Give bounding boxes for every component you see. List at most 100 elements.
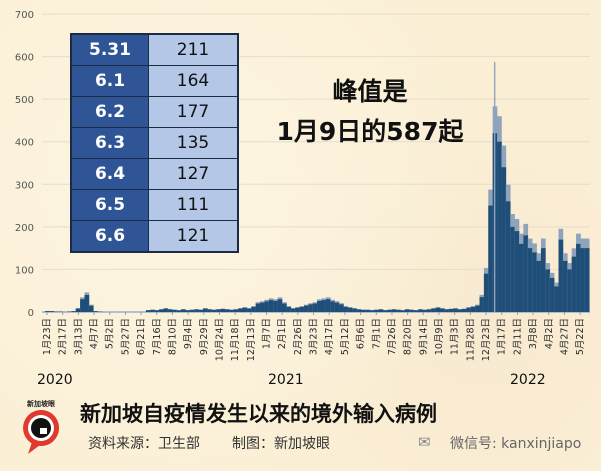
data-bar [466,307,472,312]
data-bar [475,305,480,312]
data-bar [488,205,493,312]
table-value: 111 [148,189,239,221]
data-bar [325,299,331,312]
x-tick-label: 6月21日 [136,318,147,355]
y-tick-label: 300 [15,180,34,191]
data-bar [295,307,300,312]
data-bar [75,308,81,312]
data-bar [396,309,401,312]
data-bar [176,310,182,312]
x-tick-label: 7月26日 [387,318,398,355]
data-bar [334,302,340,312]
x-tick-label: 7月1日 [371,318,382,349]
data-bar [479,297,485,312]
table-row: 6.5 111 [70,189,239,221]
data-bar [549,277,555,312]
year-label-2021: 2021 [268,372,304,388]
table-value: 177 [148,96,239,128]
data-bar-peak [493,62,496,312]
made-by-label: 制图：新加坡眼 [232,436,330,452]
data-bar [312,303,318,312]
x-tick-label: 6月6日 [356,318,367,349]
data-bar [483,273,489,312]
data-bar [330,301,335,312]
x-tick-label: 2月1日 [277,318,288,349]
x-tick-label: 9月14日 [418,318,429,355]
data-bar [242,307,248,312]
table-value: 127 [148,158,239,190]
table-value: 121 [148,220,239,253]
svg-text:新加坡眼: 新加坡眼 [27,399,55,408]
data-bar [527,248,533,312]
data-bar [444,309,450,312]
chart: 0 100 200 300 400 500 600 700 1月23日 2月17日 3月13日 4月7… [15,10,590,361]
y-tick-label: 500 [15,95,34,106]
data-bar [554,286,559,312]
x-tick-label: 8月20日 [403,318,414,355]
x-tick-label: 9月4日 [183,318,194,349]
data-bar [203,308,208,312]
data-bar [361,309,366,312]
data-bar [321,300,327,312]
data-bar [185,310,191,312]
x-tick-label: 5月2日 [105,318,116,349]
x-tick-label: 3月13日 [73,318,84,355]
year-label-2020: 2020 [37,372,73,388]
wechat-id: 微信号: kanxinjiapo [450,436,582,452]
data-bar [145,310,151,312]
x-tick-label: 11月28日 [465,318,476,361]
table-row: 6.4 127 [70,158,239,190]
table-value: 211 [148,33,239,66]
table-row: 6.1 164 [70,65,239,97]
table-date: 6.1 [70,65,149,97]
table-date: 5.31 [70,33,149,66]
data-bar [431,308,436,312]
data-bar [422,309,428,312]
x-tick-label: 3月8日 [528,318,539,349]
table-date: 6.4 [70,158,149,190]
data-bar [523,235,529,312]
data-bar [562,260,568,312]
data-bar [413,310,419,312]
data-bar [198,309,204,312]
table-row: 6.2 177 [70,96,239,128]
x-tick-label: 10月24日 [214,318,225,361]
data-bar [382,310,388,312]
year-label-2022: 2022 [510,372,546,388]
x-tick-label: 2月17日 [58,318,69,355]
x-tick-label: 5月22日 [575,318,586,355]
table-date: 6.5 [70,189,149,221]
data-bar [233,309,239,312]
data-bar [457,309,463,312]
data-bar [299,306,305,312]
recent-cases-table: 5.31 211 6.1 164 6.2 177 6.3 135 6.4 127 6.5 111 6.6… [70,33,239,253]
data-bar [356,309,362,312]
data-bar [308,304,314,312]
data-bar [387,309,393,312]
data-bar [514,231,520,312]
data-bar [545,269,551,312]
data-bar [453,308,458,312]
x-tick-label: 4月27日 [559,318,570,355]
data-bar [536,260,542,312]
y-tick-label: 0 [28,308,34,319]
data-bar [584,248,590,312]
data-bar [273,300,278,312]
data-bar [154,310,160,312]
data-bar [435,307,441,312]
table-date: 6.2 [70,96,149,128]
data-bar [216,309,221,312]
x-tick-label: 5月12日 [340,318,351,355]
data-bar [352,308,357,312]
data-bar [540,248,546,312]
data-bar [343,306,349,312]
x-tick-label: 4月2日 [544,318,555,349]
data-bar [510,226,515,312]
data-bar [470,306,476,312]
data-bar [558,239,564,312]
x-tick-label: 7月16日 [152,318,163,355]
x-tick-label: 12月23日 [481,318,492,361]
data-bar [576,243,581,312]
data-bar [238,308,243,312]
data-bar [505,201,511,312]
